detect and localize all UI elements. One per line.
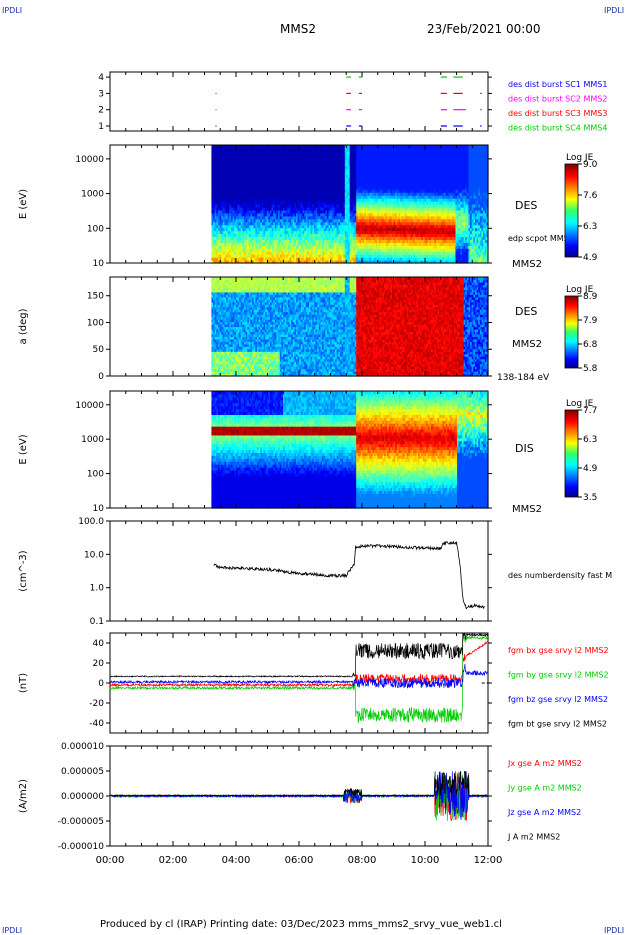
burst-legend-entry: des dist burst SC4 MMS4 [508,124,607,133]
burst-legend-entry: des dist burst SC2 MMS2 [508,95,607,104]
burst-panel-frame [110,72,488,131]
burst-y-tick-label: 2 [98,106,104,116]
burst-legend-entry: des dist burst SC1 MMS1 [508,80,607,89]
burst-y-tick-label: 1 [98,122,104,132]
burst-y-tick-label: 4 [98,73,104,83]
des-energy-heatmap [211,145,488,264]
burst-y-tick-label: 3 [98,89,104,99]
burst-legend-entry: des dist burst SC3 MMS3 [508,109,607,118]
